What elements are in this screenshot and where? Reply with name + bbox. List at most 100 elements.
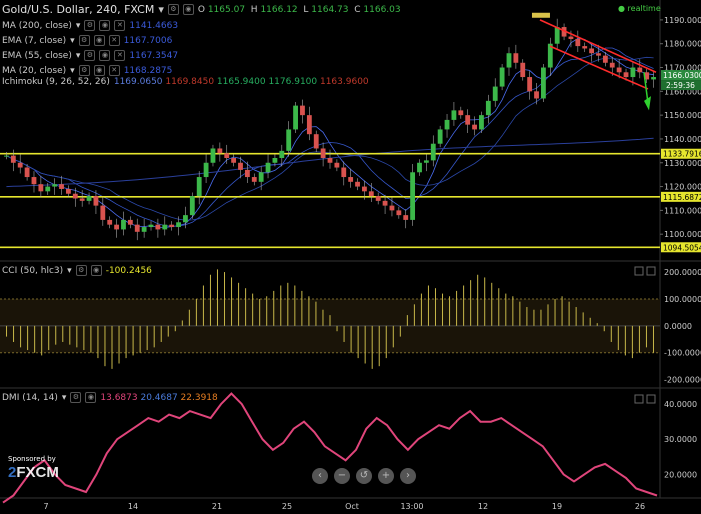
candle-body[interactable] [348, 177, 354, 182]
ichimoku-legend[interactable]: Ichimoku (9, 26, 52, 26) 1169.0650 1169.… [2, 77, 369, 87]
candle-body[interactable] [258, 172, 264, 182]
candle-body[interactable] [485, 100, 491, 116]
candle-body[interactable] [265, 162, 271, 173]
symbol-title[interactable]: Gold/U.S. Dollar, 240, FXCM [2, 3, 155, 16]
candle-body[interactable] [31, 177, 37, 185]
chevron-down-icon[interactable]: ▾ [61, 392, 67, 403]
pane-up-icon[interactable] [634, 266, 644, 276]
dmi-label[interactable]: DMI (14, 14) [2, 392, 58, 403]
cci-legend[interactable]: CCI (50, hlc3) ▾ ⚙ ◉ -100.2456 [2, 265, 152, 276]
candle-body[interactable] [417, 162, 422, 173]
candle-body[interactable] [141, 227, 147, 232]
candle-body[interactable] [382, 200, 388, 206]
candle-body[interactable] [375, 196, 381, 201]
candle-body[interactable] [45, 186, 51, 192]
chevron-down-icon[interactable]: ▾ [67, 265, 72, 276]
visibility-icon[interactable]: ◉ [99, 20, 111, 31]
candle-body[interactable] [527, 77, 533, 92]
chevron-right-icon[interactable]: › [400, 468, 416, 484]
indicator-legend-row[interactable]: EMA (55, close) ▾ ⚙ ◉ ✕ 1167.3547 [2, 50, 178, 61]
candle-body[interactable] [224, 153, 230, 158]
settings-icon[interactable]: ⚙ [78, 35, 90, 46]
candle-body[interactable] [286, 129, 292, 151]
candle-body[interactable] [362, 186, 367, 192]
candle-body[interactable] [513, 53, 519, 63]
candle-body[interactable] [506, 53, 512, 68]
plus-icon[interactable]: + [378, 468, 394, 484]
candle-body[interactable] [196, 177, 202, 197]
settings-icon[interactable]: ⚙ [84, 50, 96, 61]
indicator-legend-row[interactable]: MA (20, close) ▾ ⚙ ◉ ✕ 1168.2875 [2, 65, 172, 76]
candle-body[interactable] [10, 155, 16, 163]
candle-body[interactable] [127, 219, 133, 225]
indicator-label[interactable]: EMA (7, close) [2, 35, 67, 46]
candle-body[interactable] [430, 143, 436, 161]
candle-body[interactable] [313, 134, 319, 149]
candle-body[interactable] [651, 77, 656, 80]
candle-body[interactable] [623, 72, 629, 78]
candle-body[interactable] [24, 167, 30, 178]
candle-body[interactable] [72, 193, 78, 199]
candle-body[interactable] [65, 188, 71, 194]
candle-body[interactable] [609, 62, 615, 68]
candle-body[interactable] [403, 215, 409, 220]
pane-down-icon[interactable] [646, 394, 656, 404]
minus-icon[interactable]: − [334, 468, 350, 484]
close-icon[interactable]: ✕ [108, 65, 120, 76]
settings-icon[interactable]: ⚙ [167, 4, 179, 15]
candle-body[interactable] [210, 148, 216, 163]
candle-body[interactable] [86, 196, 92, 201]
candle-body[interactable] [334, 162, 340, 168]
candle-body[interactable] [541, 67, 546, 99]
ichimoku-label[interactable]: Ichimoku (9, 26, 52, 26) [2, 77, 110, 87]
candle-body[interactable] [602, 55, 608, 63]
candle-body[interactable] [589, 48, 595, 54]
visibility-icon[interactable]: ◉ [85, 392, 97, 403]
candle-body[interactable] [499, 67, 505, 87]
close-icon[interactable]: ✕ [114, 50, 126, 61]
price-pane[interactable] [0, 12, 660, 249]
candle-body[interactable] [134, 224, 140, 232]
chevron-down-icon[interactable]: ▾ [75, 20, 81, 31]
indicator-legend-row[interactable]: EMA (7, close) ▾ ⚙ ◉ ✕ 1167.7006 [2, 35, 172, 46]
candle-body[interactable] [155, 224, 161, 230]
dmi-pane[interactable] [2, 392, 658, 504]
candle-body[interactable] [396, 210, 402, 216]
candle-body[interactable] [637, 67, 643, 73]
settings-icon[interactable]: ⚙ [78, 65, 90, 76]
candle-body[interactable] [169, 224, 175, 228]
channel-upper-line[interactable] [539, 19, 657, 74]
candle-body[interactable] [630, 67, 636, 78]
candle-body[interactable] [176, 222, 181, 228]
settings-icon[interactable]: ⚙ [75, 265, 87, 276]
candle-body[interactable] [547, 43, 553, 68]
candle-body[interactable] [492, 86, 498, 101]
chevron-down-icon[interactable]: ▾ [70, 65, 75, 76]
candle-body[interactable] [272, 158, 278, 163]
candle-body[interactable] [162, 224, 168, 230]
indicator-label[interactable]: MA (200, close) [2, 20, 72, 31]
candle-body[interactable] [320, 148, 326, 158]
candle-body[interactable] [410, 172, 416, 220]
candle-body[interactable] [437, 129, 443, 144]
close-icon[interactable]: ✕ [108, 35, 120, 46]
candle-body[interactable] [534, 91, 539, 99]
candle-body[interactable] [114, 224, 119, 230]
candle-body[interactable] [121, 219, 126, 230]
chevron-down-icon[interactable]: ▾ [75, 50, 81, 61]
candle-body[interactable] [293, 105, 298, 130]
candle-body[interactable] [238, 162, 243, 170]
candle-body[interactable] [575, 38, 581, 47]
candle-body[interactable] [644, 72, 650, 80]
candle-body[interactable] [568, 36, 574, 39]
candle-body[interactable] [59, 184, 64, 189]
candle-body[interactable] [244, 169, 250, 178]
candle-body[interactable] [520, 62, 526, 78]
visibility-icon[interactable]: ◉ [93, 65, 105, 76]
visibility-icon[interactable]: ◉ [90, 265, 102, 276]
chevron-down-icon[interactable]: ▾ [70, 35, 75, 46]
candle-body[interactable] [279, 150, 285, 158]
indicator-label[interactable]: MA (20, close) [2, 65, 67, 76]
candle-body[interactable] [327, 158, 333, 163]
candle-body[interactable] [183, 215, 188, 223]
